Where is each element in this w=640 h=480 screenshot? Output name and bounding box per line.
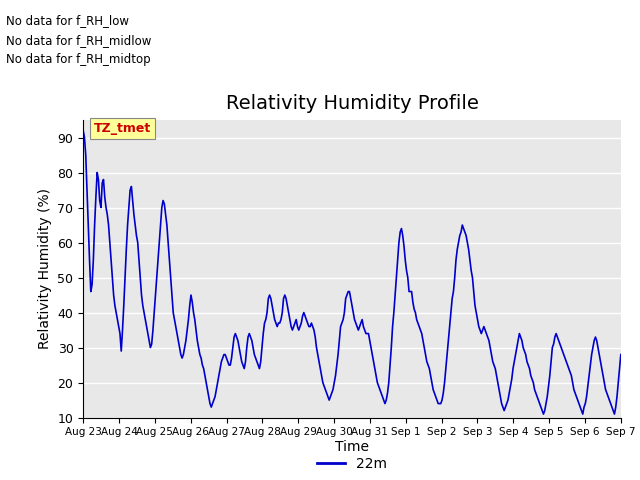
Legend: 22m: 22m [312,451,392,476]
Y-axis label: Relativity Humidity (%): Relativity Humidity (%) [38,188,52,349]
Title: Relativity Humidity Profile: Relativity Humidity Profile [225,94,479,113]
X-axis label: Time: Time [335,440,369,454]
Text: TZ_tmet: TZ_tmet [94,122,151,135]
Text: No data for f_RH_midtop: No data for f_RH_midtop [6,53,151,66]
Text: No data for f_RH_midlow: No data for f_RH_midlow [6,34,152,47]
Text: No data for f_RH_low: No data for f_RH_low [6,14,129,27]
